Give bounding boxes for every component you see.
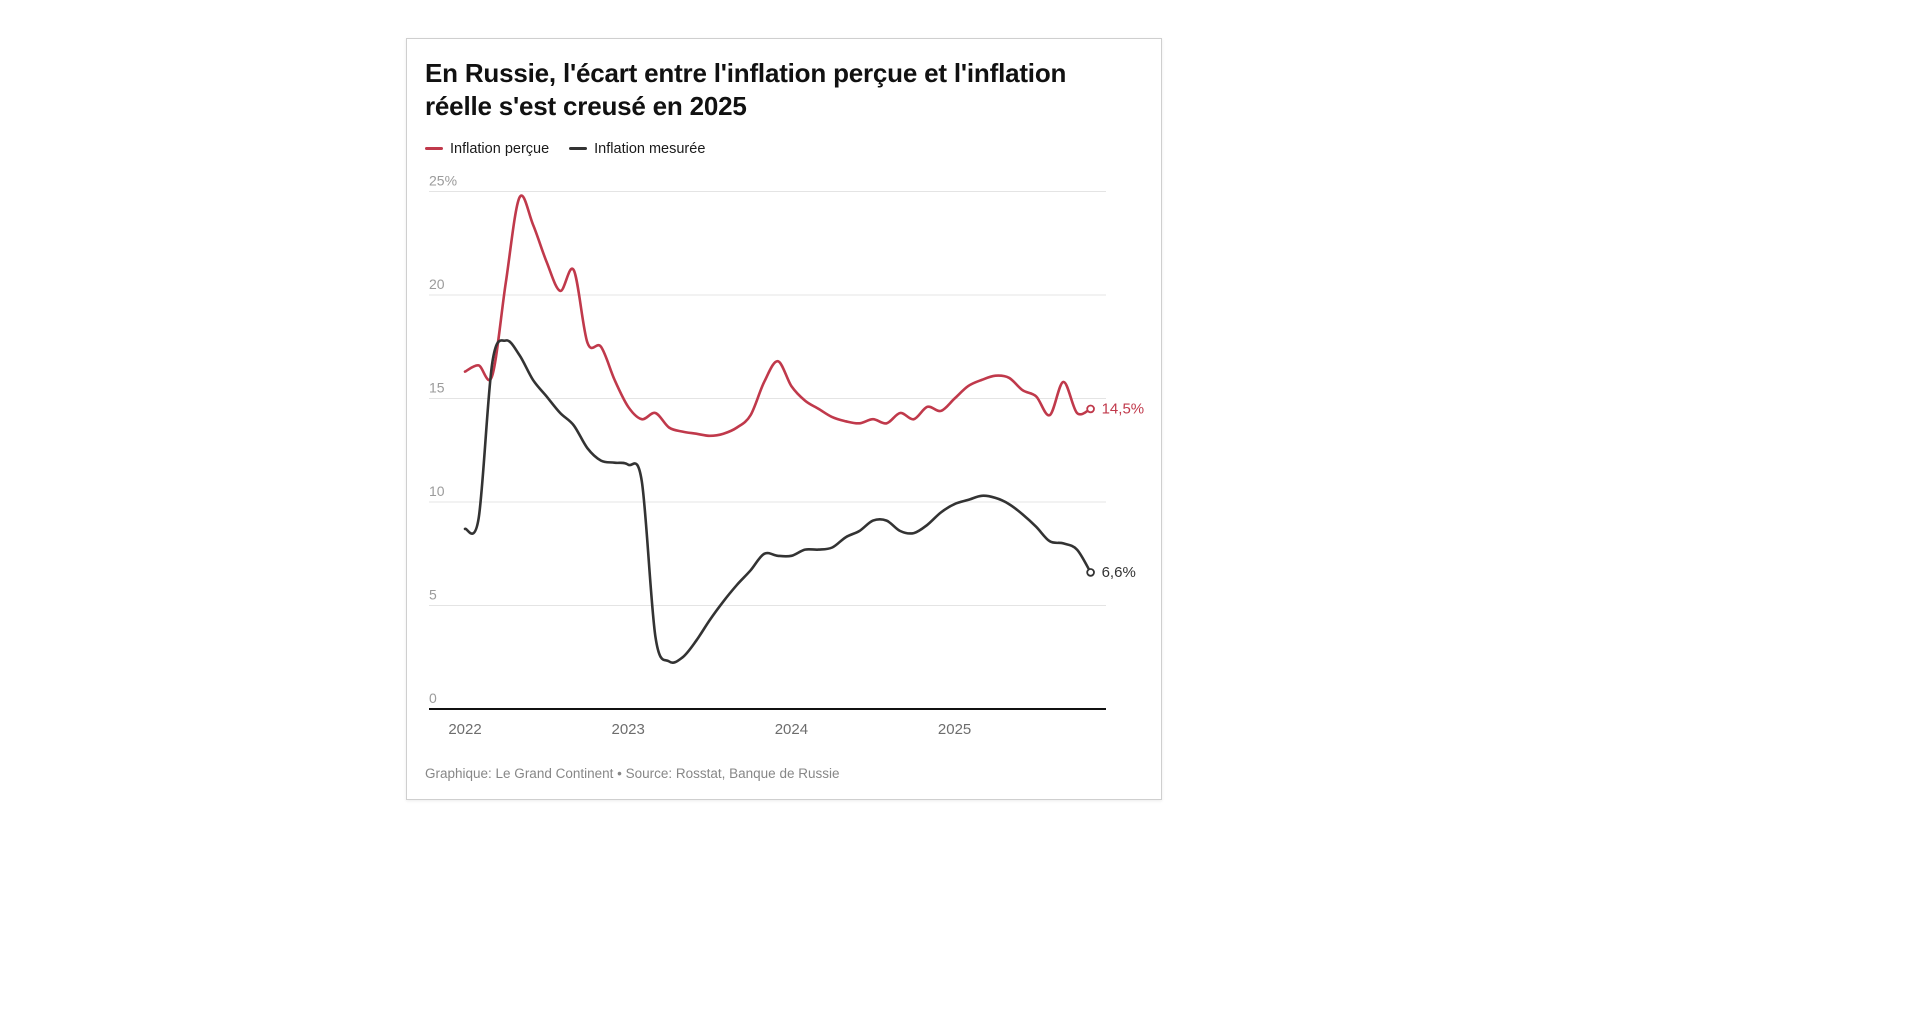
svg-text:2024: 2024 bbox=[775, 721, 808, 738]
svg-text:15: 15 bbox=[429, 379, 445, 395]
svg-text:2025: 2025 bbox=[938, 721, 971, 738]
legend-label-measured: Inflation mesurée bbox=[594, 140, 706, 157]
legend-swatch-measured-icon bbox=[569, 147, 588, 150]
chart-footer-credit: Graphique: Le Grand Continent • Source: … bbox=[425, 766, 840, 781]
svg-text:6,6%: 6,6% bbox=[1102, 563, 1136, 580]
svg-text:5: 5 bbox=[429, 586, 437, 602]
svg-text:14,5%: 14,5% bbox=[1102, 400, 1145, 417]
chart-title: En Russie, l'écart entre l'inflation per… bbox=[425, 58, 1067, 121]
svg-text:25%: 25% bbox=[429, 172, 457, 188]
svg-text:2022: 2022 bbox=[448, 721, 481, 738]
legend-label-perceived: Inflation perçue bbox=[450, 140, 550, 157]
inflation-line-chart: 0 5 10 15 20 25% 2022 2023 2024 2025 14,5% 6,6% bbox=[425, 167, 1145, 764]
chart-legend: Inflation perçue Inflation mesurée bbox=[425, 141, 1143, 157]
svg-text:10: 10 bbox=[429, 483, 445, 499]
legend-item-measured: Inflation mesurée bbox=[569, 141, 705, 157]
svg-text:20: 20 bbox=[429, 276, 445, 292]
legend-item-perceived: Inflation perçue bbox=[425, 141, 549, 157]
chart-card: En Russie, l'écart entre l'inflation per… bbox=[406, 38, 1162, 800]
svg-text:2023: 2023 bbox=[612, 721, 645, 738]
legend-swatch-perceived-icon bbox=[425, 147, 443, 150]
svg-text:0: 0 bbox=[429, 690, 437, 706]
inflation-line-chart-svg: 0 5 10 15 20 25% 2022 2023 2024 2025 14,5% 6,6% bbox=[429, 172, 1145, 738]
